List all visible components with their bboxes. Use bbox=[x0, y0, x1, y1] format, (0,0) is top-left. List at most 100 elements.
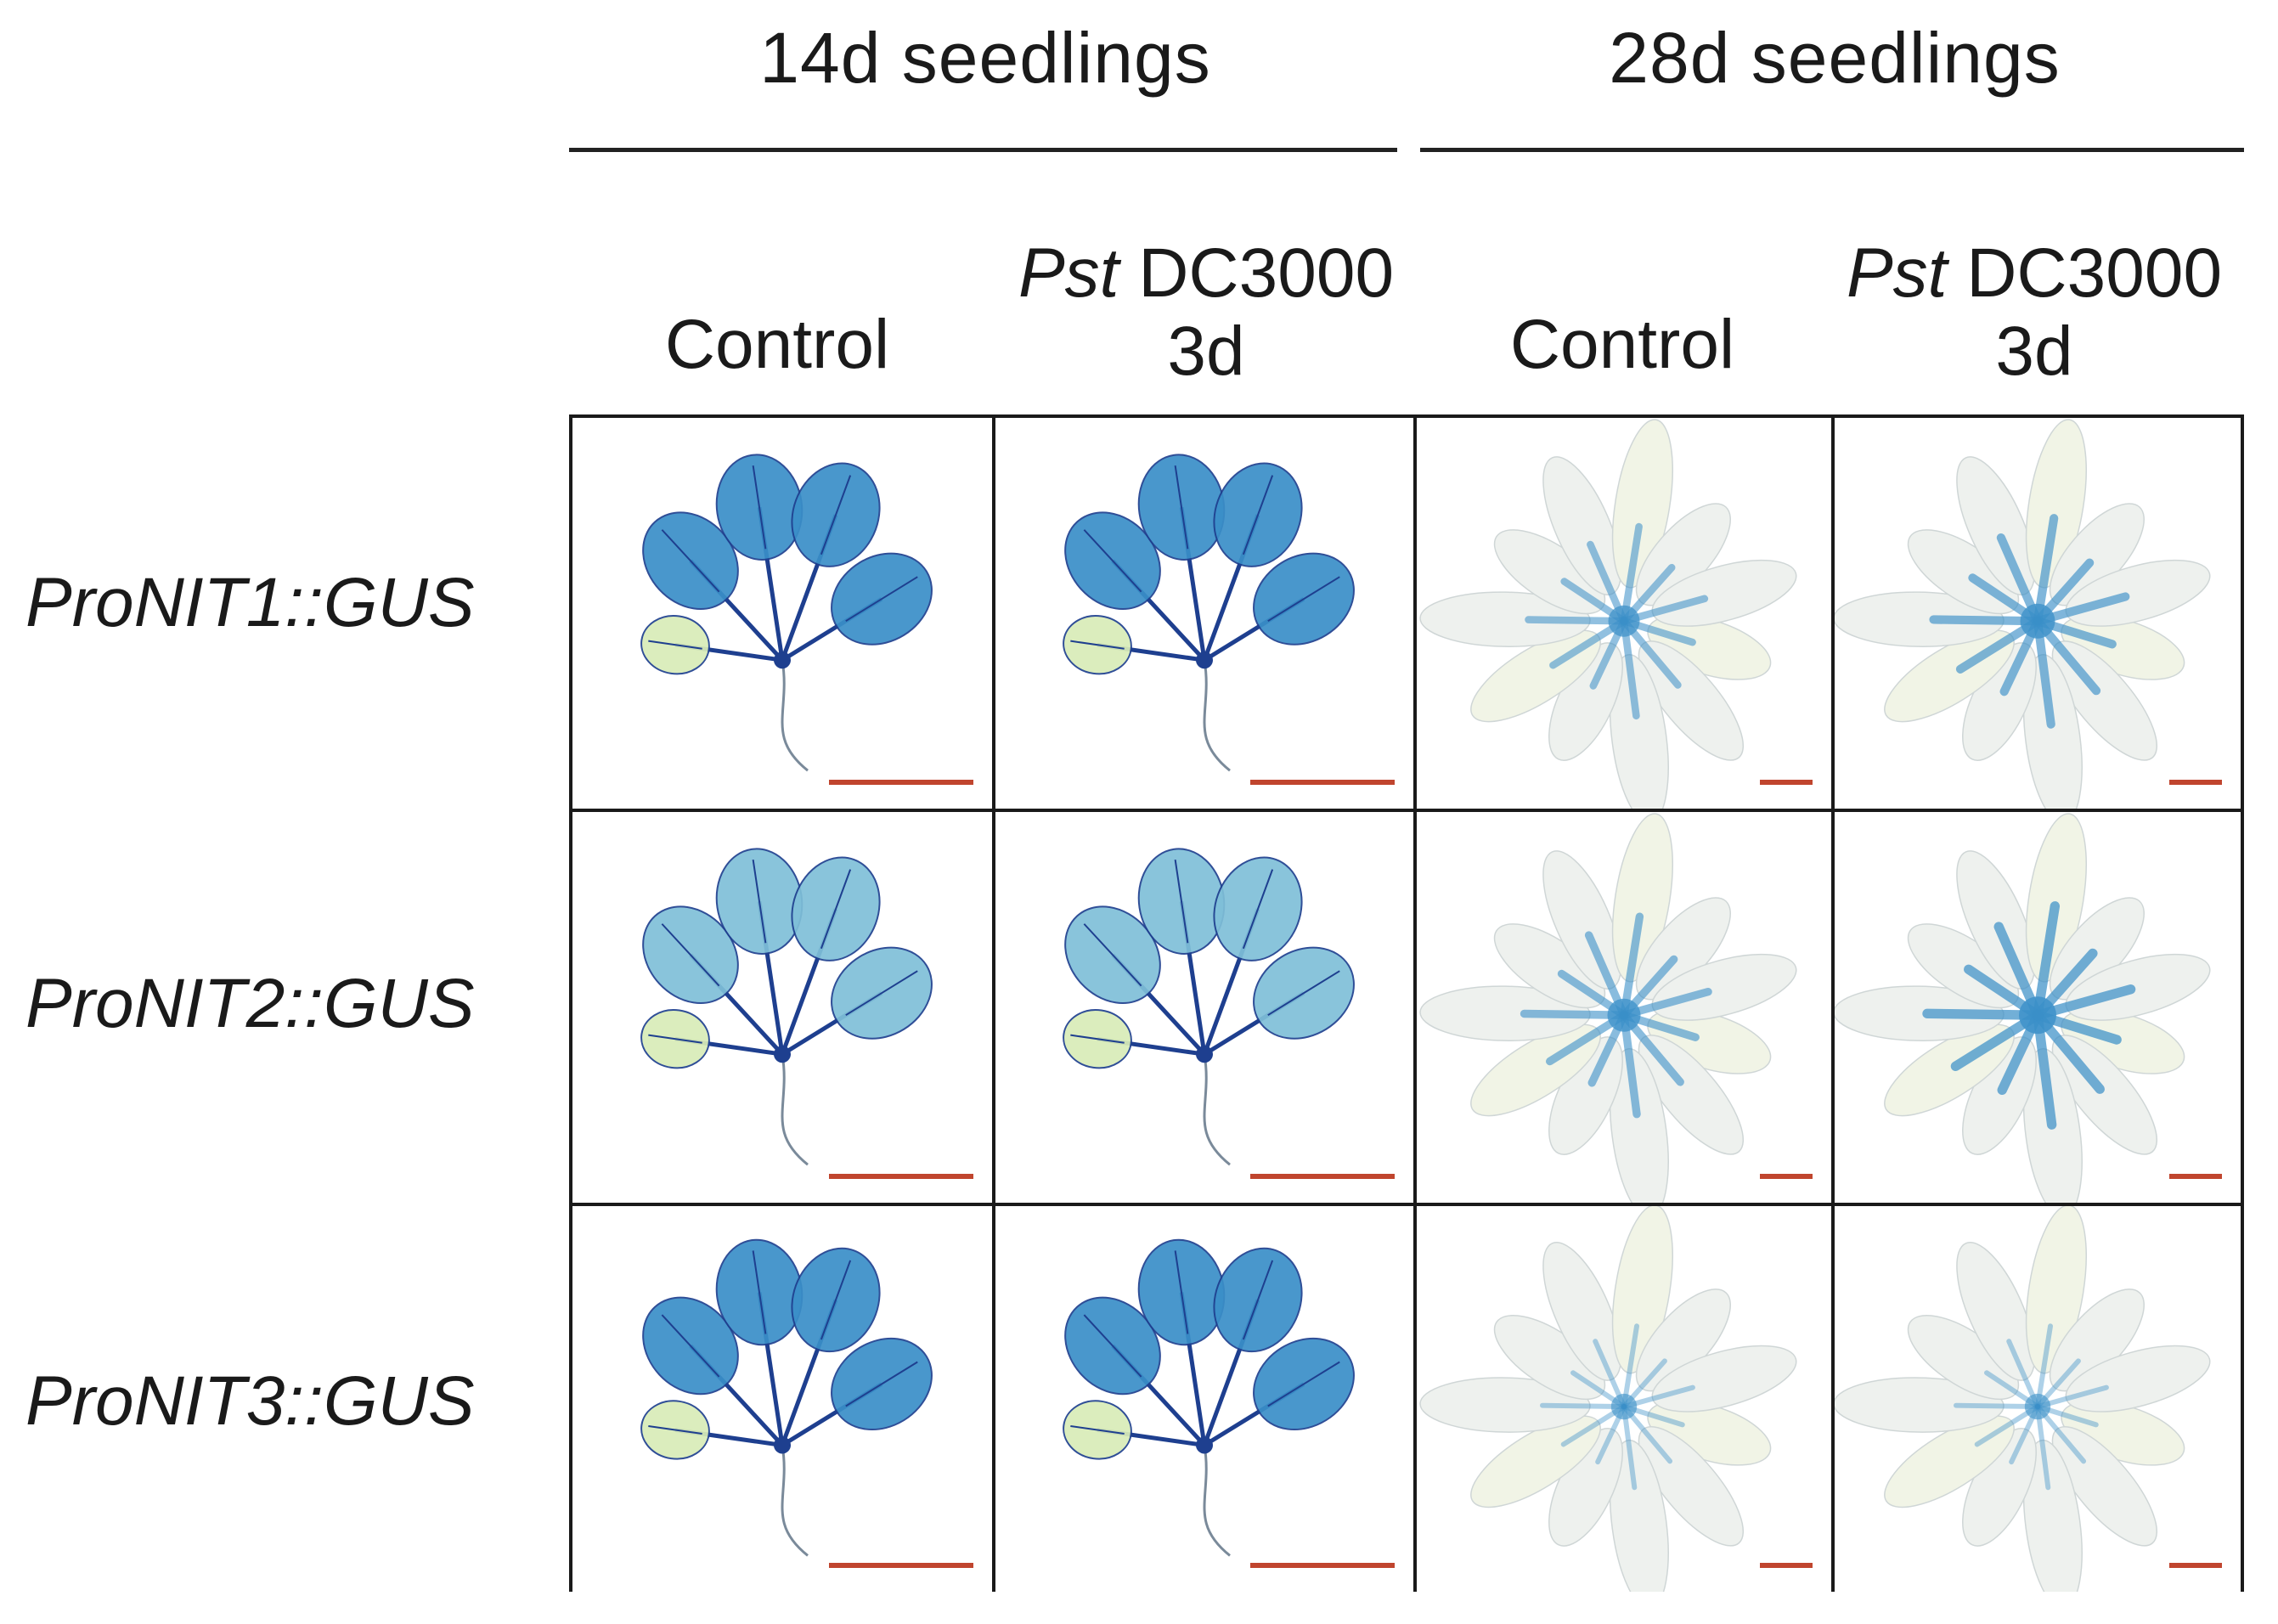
seedling-drawing bbox=[1063, 1238, 1395, 1568]
grid-divider bbox=[1831, 418, 1835, 1588]
leaf-vein bbox=[1267, 970, 1340, 1017]
rosette-leaf bbox=[1884, 1415, 2015, 1508]
hypocotyl bbox=[774, 1436, 791, 1454]
leaf-vein bbox=[1083, 923, 1142, 987]
gus-stain bbox=[1540, 1402, 1627, 1410]
grid-divider bbox=[572, 809, 2241, 812]
seedling-drawing bbox=[1835, 813, 2222, 1203]
seedling-image bbox=[1835, 418, 2241, 809]
group-rule-14d bbox=[569, 148, 1397, 152]
scale-bar bbox=[829, 1174, 973, 1179]
seedling-image bbox=[995, 418, 1413, 809]
gus-stain bbox=[1620, 1011, 1641, 1119]
leaf-vein bbox=[1083, 1314, 1142, 1378]
row-label-nit3: ProNIT3::GUS bbox=[25, 1362, 475, 1440]
leaf-vein bbox=[1174, 860, 1189, 944]
scale-bar bbox=[1250, 1563, 1395, 1568]
seedling-drawing bbox=[640, 454, 973, 785]
rosette-leaf bbox=[1542, 1242, 1622, 1381]
seedling-image bbox=[1417, 812, 1831, 1203]
col-header-1: Control bbox=[664, 306, 890, 383]
scale-bar bbox=[1250, 780, 1395, 785]
rosette-center bbox=[1608, 605, 1640, 637]
root bbox=[781, 1445, 809, 1557]
leaf-vein bbox=[1174, 465, 1189, 550]
root bbox=[781, 659, 809, 772]
seedling-image bbox=[572, 812, 992, 1203]
seedling-drawing bbox=[1419, 813, 1813, 1203]
rosette-leaf bbox=[1419, 1377, 1591, 1433]
seedling-image bbox=[1835, 812, 2241, 1203]
gus-stain bbox=[1620, 912, 1644, 1019]
hypocotyl bbox=[1196, 651, 1213, 669]
leaf-vein bbox=[1242, 1260, 1274, 1340]
leaf-vein bbox=[648, 1034, 702, 1044]
leaf-vein bbox=[648, 1424, 702, 1435]
seedling-image bbox=[995, 1206, 1413, 1592]
scale-bar bbox=[2169, 1563, 2222, 1568]
leaf-vein bbox=[661, 529, 720, 593]
rosette-center bbox=[2019, 996, 2056, 1035]
seedling-image bbox=[1835, 1206, 2241, 1592]
leaf-vein bbox=[845, 1361, 918, 1407]
leaf-vein bbox=[1070, 1424, 1125, 1435]
gus-stain bbox=[1520, 1009, 1628, 1019]
rosette-leaf bbox=[1651, 1345, 1797, 1413]
row-label-nit1: ProNIT1::GUS bbox=[25, 564, 475, 641]
rosette-leaf bbox=[2022, 1439, 2083, 1592]
hypocotyl bbox=[1196, 1436, 1213, 1454]
scale-bar bbox=[1250, 1174, 1395, 1179]
leaf-vein bbox=[1267, 1361, 1340, 1407]
rosette-center bbox=[2024, 1393, 2051, 1420]
seedling-drawing bbox=[1419, 419, 1813, 809]
gus-stain bbox=[2035, 1323, 2054, 1410]
seedling-image bbox=[572, 1206, 992, 1592]
scale-bar bbox=[1760, 1563, 1813, 1568]
rosette-leaf bbox=[1609, 1439, 1669, 1592]
group-rule-28d bbox=[1420, 148, 2244, 152]
leaf-vein bbox=[820, 869, 852, 950]
leaf-vein bbox=[845, 576, 918, 623]
rosette-center bbox=[2020, 603, 2055, 639]
gus-stain bbox=[1621, 1323, 1640, 1410]
scale-bar bbox=[1760, 1174, 1813, 1179]
leaf-vein bbox=[661, 1314, 720, 1378]
gus-stain bbox=[2035, 1404, 2051, 1491]
seedling-drawing bbox=[640, 1238, 973, 1568]
leaf-vein bbox=[752, 465, 767, 550]
scale-bar bbox=[2169, 780, 2222, 785]
group-title-14d: 14d seedlings bbox=[759, 18, 1211, 98]
leaf-vein bbox=[648, 640, 702, 650]
scale-bar bbox=[829, 1563, 973, 1568]
leaf-vein bbox=[1267, 576, 1340, 623]
root bbox=[1203, 1053, 1231, 1166]
hypocotyl bbox=[774, 651, 791, 669]
hypocotyl bbox=[1196, 1046, 1213, 1063]
rosette-center bbox=[1607, 998, 1641, 1032]
image-grid bbox=[569, 414, 2244, 1592]
rosette-leaf bbox=[1956, 1242, 2036, 1381]
seedling-image bbox=[995, 812, 1413, 1203]
leaf-vein bbox=[1070, 640, 1125, 650]
gus-stain bbox=[1620, 617, 1640, 720]
root bbox=[1203, 1445, 1231, 1557]
seedling-image bbox=[572, 418, 992, 809]
seedling-drawing bbox=[1835, 419, 2222, 809]
leaf-vein bbox=[820, 475, 852, 555]
hypocotyl bbox=[774, 1046, 791, 1063]
col-header-4: Pst DC3000 3d bbox=[1846, 234, 2223, 390]
grid-divider bbox=[1413, 418, 1417, 1588]
col-header-2: Pst DC3000 3d bbox=[1018, 234, 1395, 390]
leaf-vein bbox=[1174, 1250, 1189, 1334]
root bbox=[1203, 659, 1231, 772]
gus-stain bbox=[1525, 616, 1628, 625]
scale-bar bbox=[2169, 1174, 2222, 1179]
seedling-drawing bbox=[640, 848, 973, 1179]
rosette-leaf bbox=[1638, 1426, 1745, 1547]
leaf-vein bbox=[661, 923, 720, 987]
seedling-drawing bbox=[1419, 1206, 1813, 1592]
rosette-leaf bbox=[1835, 1377, 2005, 1433]
seedling-drawing bbox=[1063, 454, 1395, 785]
rosette-leaf bbox=[1470, 1415, 1601, 1508]
leaf-vein bbox=[845, 970, 918, 1017]
